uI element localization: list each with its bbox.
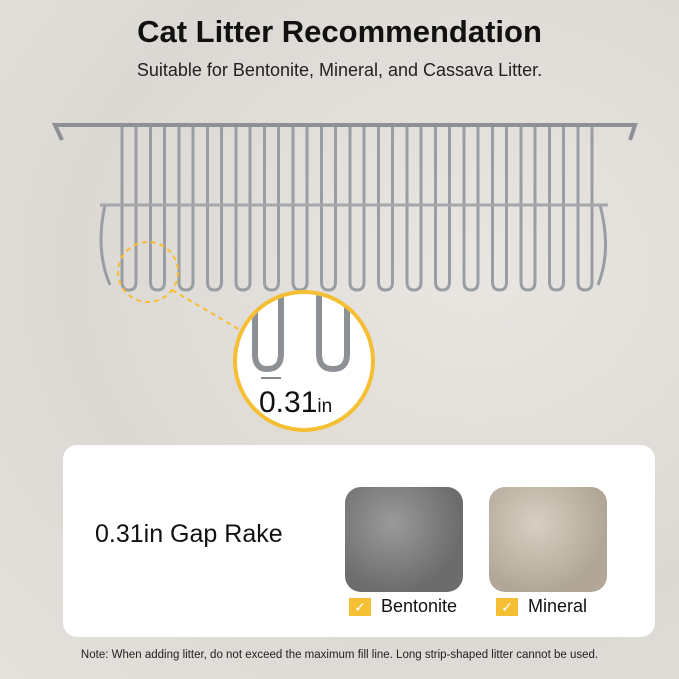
rake-tine [462,125,480,292]
rake-tine [206,125,223,292]
rake-tine [491,125,508,292]
gap-label: 0.31in Gap Rake [95,520,283,548]
rake-tine [348,125,366,292]
rake-tine [149,125,166,292]
subtitle: Suitable for Bentonite, Mineral, and Cas… [136,60,543,80]
bentonite-label: ✓ Bentonite [349,596,457,617]
gap-measurement: 0.31in [259,386,333,419]
rake-tine [177,125,195,292]
rake-tine [434,125,451,292]
check-icon: ✓ [349,597,371,616]
rake-tine [519,125,537,292]
rake-tine [291,125,309,292]
rake-tine [263,125,280,292]
bentonite-cube-image [345,487,463,592]
rake-tine [320,125,337,292]
rake-tine [234,125,252,292]
highlight-circle [117,241,179,303]
magnifier: 0.31in [233,290,375,432]
rake-tine [120,125,138,292]
litter-card: 0.31in Gap Rake ✓ Bentonite ✓ Mineral [63,445,655,637]
rake-tine [377,125,394,292]
rake-tine [548,125,565,292]
page-title: Cat Litter Recommendation [137,14,542,49]
rake-tine [405,125,423,292]
check-icon: ✓ [496,597,518,616]
mineral-label: ✓ Mineral [496,596,587,617]
note-text: Note: When adding litter, do not exceed … [80,649,599,661]
rake-tine [576,125,594,292]
mineral-cube-image [489,487,607,592]
